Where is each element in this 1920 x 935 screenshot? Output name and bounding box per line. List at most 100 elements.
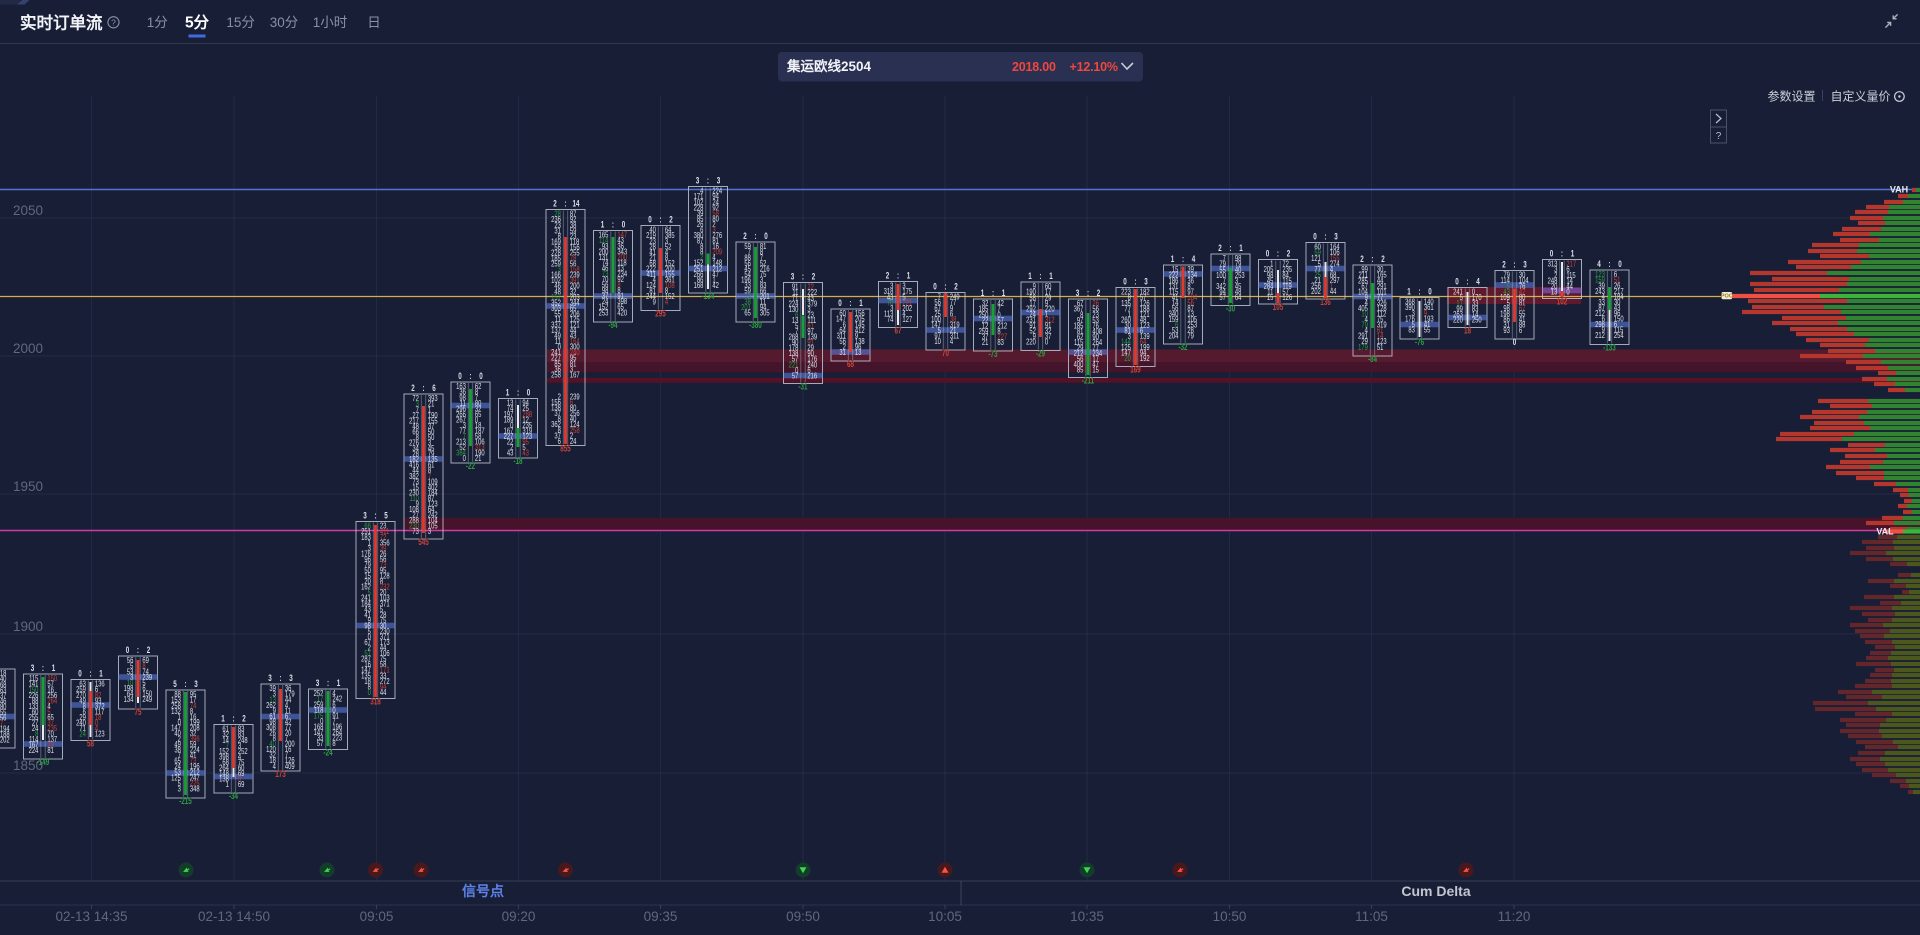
svg-text:24: 24 [712,197,718,208]
svg-text:147: 147 [931,319,941,330]
svg-text:3: 3 [428,526,431,537]
svg-text:4: 4 [665,297,668,308]
svg-text:-30: -30 [1226,304,1235,314]
svg-text:71: 71 [79,723,85,734]
svg-text:3: 3 [416,399,419,410]
svg-text:99: 99 [1456,303,1462,314]
svg-text:253: 253 [1235,270,1245,281]
svg-text:118: 118 [314,705,323,716]
svg-text:3: 3 [31,663,35,673]
svg-text:64: 64 [428,504,434,515]
svg-text:73: 73 [412,526,418,537]
svg-text:203: 203 [570,292,580,303]
svg-text:263: 263 [1453,309,1463,320]
svg-text:3: 3 [902,281,905,292]
svg-text:25: 25 [522,403,528,414]
svg-text:115: 115 [1282,275,1291,286]
svg-text:9: 9 [1365,292,1368,303]
svg-text:57: 57 [317,738,323,749]
svg-text:8: 8 [617,279,620,290]
svg-text:91: 91 [1045,320,1051,331]
svg-text:256: 256 [570,408,580,419]
svg-text:+12.10%: +12.10% [1070,60,1118,74]
svg-text:92: 92 [617,274,623,285]
svg-text:79: 79 [1503,270,1509,281]
svg-text:22: 22 [47,740,53,751]
svg-text:09:05: 09:05 [360,909,394,924]
svg-text:266: 266 [456,409,466,420]
svg-text:4: 4 [1365,314,1368,325]
svg-text:159: 159 [1169,314,1179,325]
svg-text:264: 264 [47,695,57,706]
svg-text:73: 73 [602,268,608,279]
svg-text:67: 67 [934,303,940,314]
svg-text:253: 253 [599,307,609,318]
svg-text:114: 114 [1501,275,1510,286]
svg-text:6: 6 [285,711,288,722]
svg-text:1: 1 [226,779,229,790]
svg-text:170: 170 [1472,292,1482,303]
svg-text:74: 74 [507,403,513,414]
svg-text:256: 256 [47,690,57,701]
svg-text:65: 65 [744,308,750,319]
svg-text::: : [1134,276,1136,286]
svg-text:104: 104 [1358,286,1368,297]
svg-text:212: 212 [1074,348,1084,359]
svg-text:244: 244 [646,291,656,302]
svg-text:40: 40 [174,728,180,739]
svg-text:7: 7 [997,304,1000,315]
svg-text:29: 29 [1361,336,1367,347]
svg-text:46: 46 [0,696,6,707]
svg-text:3: 3 [316,678,320,688]
svg-text:148: 148 [712,258,722,269]
svg-text:202: 202 [902,303,912,314]
svg-text:0: 0 [1618,259,1621,269]
svg-text:93: 93 [95,695,101,706]
svg-text:109: 109 [428,476,438,487]
svg-text:48: 48 [412,421,418,432]
svg-text:156: 156 [855,308,865,319]
svg-text:178: 178 [789,342,799,353]
svg-text:27: 27 [32,717,38,728]
svg-text:72: 72 [412,393,418,404]
svg-text:287: 287 [361,654,371,665]
svg-text:1: 1 [428,404,431,415]
svg-text:37: 37 [0,690,6,701]
svg-text:80: 80 [475,398,481,409]
svg-text:37: 37 [602,290,608,301]
svg-text::: : [1371,254,1373,264]
svg-text:216: 216 [807,370,817,381]
svg-text:94: 94 [760,302,766,313]
svg-text:152: 152 [219,746,229,757]
svg-text:4: 4 [285,700,288,711]
svg-text:41: 41 [190,750,196,761]
svg-text:3: 3 [178,783,181,794]
svg-text:131: 131 [1169,281,1179,292]
svg-text:5: 5 [178,778,181,789]
svg-text::: : [42,663,44,673]
svg-text:217: 217 [409,415,419,426]
svg-text:24: 24 [79,728,85,739]
svg-text:83: 83 [1408,324,1414,335]
svg-text:29: 29 [1045,292,1051,303]
svg-text:32: 32 [475,403,481,414]
svg-text:372: 372 [95,701,105,712]
svg-text:390: 390 [1405,302,1415,313]
svg-text:55: 55 [0,707,6,718]
svg-text:2: 2 [368,642,371,653]
svg-text:5分: 5分 [185,14,210,32]
svg-text:105: 105 [1273,302,1284,312]
svg-text:100: 100 [1216,270,1226,281]
svg-text:91: 91 [617,290,623,301]
svg-text:2: 2 [1097,288,1100,298]
svg-text:8: 8 [558,425,561,436]
svg-text:10:05: 10:05 [928,909,962,924]
svg-text:4: 4 [47,701,50,712]
svg-text:4: 4 [700,186,703,197]
svg-text::: : [184,679,186,689]
svg-text:147: 147 [617,230,627,241]
svg-text:135: 135 [428,454,438,465]
svg-text:5: 5 [173,679,177,689]
svg-text:5: 5 [384,510,388,520]
svg-text:14: 14 [222,735,228,746]
